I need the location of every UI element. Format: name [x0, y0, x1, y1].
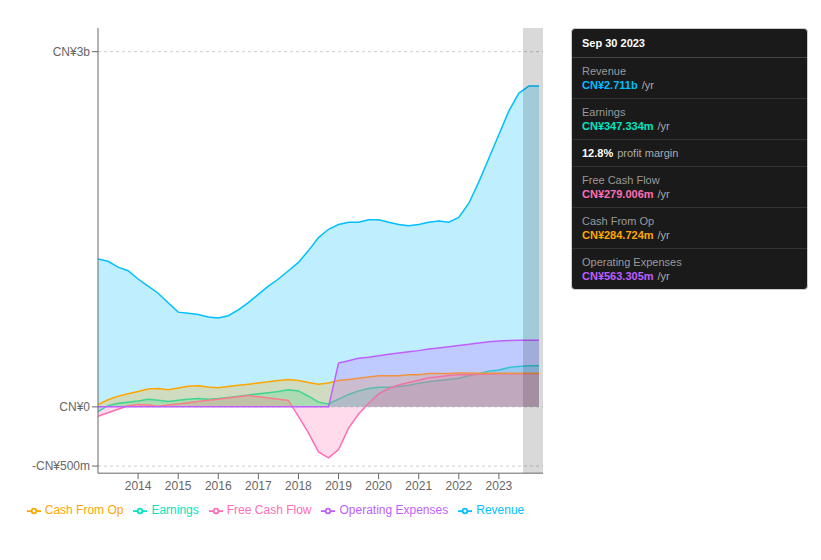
svg-text:CN¥3b: CN¥3b	[53, 45, 91, 59]
svg-text:2020: 2020	[365, 479, 392, 493]
html-text:Operating Expenses: Operating Expenses	[339, 503, 449, 518]
html-text:CN¥563.305m /yr: CN¥563.305m /yr	[582, 270, 670, 282]
svg-text:2014: 2014	[125, 479, 152, 493]
html-text:CN¥279.006m /yr: CN¥279.006m /yr	[582, 188, 670, 200]
html-text:CN¥2.711b /yr: CN¥2.711b /yr	[582, 79, 654, 91]
html-text:Earnings: Earnings	[151, 503, 199, 518]
html-text:Cash From Op: Cash From Op	[582, 215, 655, 227]
html-text:12.8% profit margin: 12.8% profit margin	[582, 147, 679, 159]
html-text:Sep 30 2023: Sep 30 2023	[582, 37, 645, 49]
svg-text:2023: 2023	[486, 479, 513, 493]
html-text:Free Cash Flow: Free Cash Flow	[226, 503, 312, 518]
svg-text:2019: 2019	[325, 479, 352, 493]
html-text:Free Cash Flow: Free Cash Flow	[582, 174, 660, 186]
html-text:Operating Expenses: Operating Expenses	[582, 256, 682, 268]
svg-text:-CN¥500m: -CN¥500m	[32, 459, 90, 473]
svg-text:2017: 2017	[245, 479, 272, 493]
html-text:CN¥284.724m /yr: CN¥284.724m /yr	[582, 229, 670, 241]
svg-text:2015: 2015	[165, 479, 192, 493]
html-text:CN¥347.334m /yr: CN¥347.334m /yr	[582, 120, 670, 132]
svg-text:CN¥0: CN¥0	[59, 400, 90, 414]
svg-text:2016: 2016	[205, 479, 232, 493]
html-text:Revenue: Revenue	[476, 503, 525, 518]
svg-text:2022: 2022	[445, 479, 472, 493]
svg-text:2018: 2018	[285, 479, 312, 493]
html-text:Revenue: Revenue	[582, 65, 626, 77]
html-text:Earnings: Earnings	[582, 106, 626, 118]
html-text:Cash From Op: Cash From Op	[44, 503, 124, 518]
svg-text:2021: 2021	[405, 479, 432, 493]
